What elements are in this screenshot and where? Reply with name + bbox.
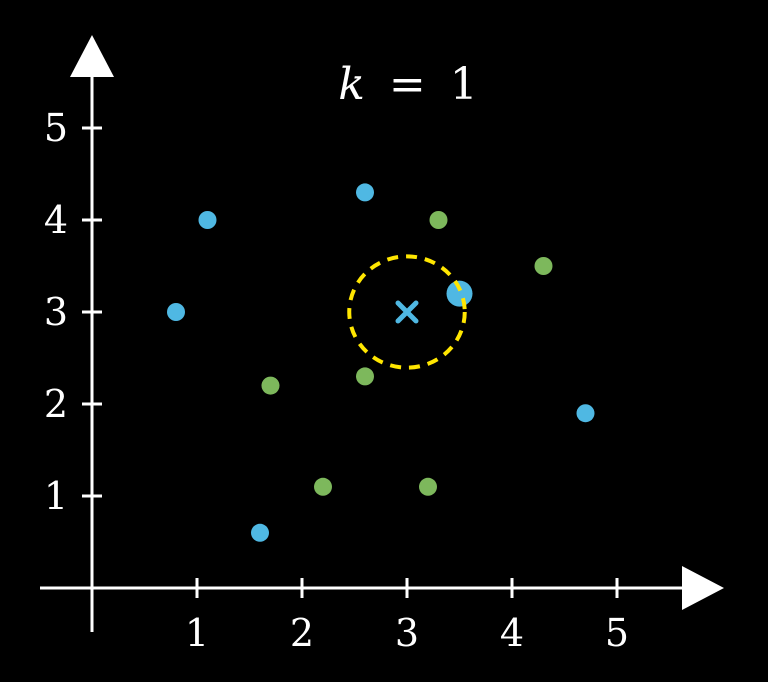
green-point [356, 367, 374, 386]
title-variable: k [338, 59, 365, 110]
green-point [314, 477, 332, 496]
y-ticks: 1 2 3 4 5 [44, 106, 102, 518]
x-ticks: 1 2 3 4 5 [185, 578, 629, 655]
x-tick-label: 3 [395, 611, 419, 655]
y-tick-label: 4 [44, 198, 68, 242]
y-tick-label: 5 [44, 106, 68, 150]
blue-point [576, 404, 595, 423]
neighborhood-circle [347, 254, 467, 370]
y-tick-label: 2 [44, 382, 68, 426]
x-tick-label: 1 [185, 611, 209, 655]
title-value: 1 [450, 59, 478, 110]
green-point [534, 257, 553, 275]
nearest-neighbor-point [446, 280, 473, 307]
x-tick-label: 4 [500, 611, 524, 655]
x-axis-arrowhead [682, 566, 724, 610]
green-point [419, 477, 437, 496]
query-point-x [395, 300, 419, 324]
x-tick-label: 5 [605, 611, 629, 655]
query-overlay [347, 254, 467, 370]
title-equals: = [389, 59, 426, 110]
blue-point [356, 183, 374, 202]
query-x-stroke [395, 300, 419, 324]
chart-title: k = 1 [338, 59, 478, 110]
y-axis-arrowhead [70, 35, 114, 77]
blue-point [251, 523, 269, 542]
y-tick-label: 3 [44, 290, 68, 334]
green-point [261, 376, 280, 395]
blue-point [167, 303, 185, 321]
data-points [167, 183, 595, 542]
blue-point [198, 211, 217, 229]
green-point [429, 211, 448, 229]
x-tick-label: 2 [290, 611, 314, 655]
y-tick-label: 1 [44, 474, 68, 518]
